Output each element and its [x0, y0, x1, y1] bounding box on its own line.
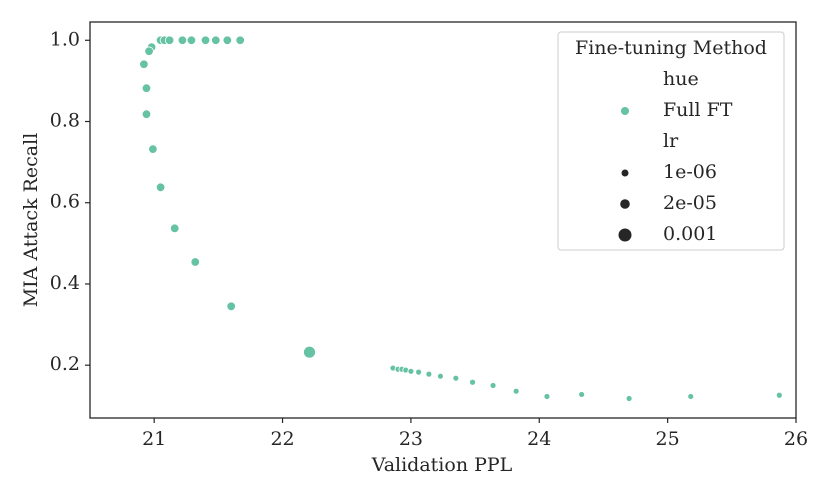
x-tick-label: 22: [270, 428, 294, 450]
legend-subtitle: hue: [663, 68, 699, 90]
point: [489, 382, 497, 389]
y-tick-label: 1.0: [50, 28, 80, 50]
y-tick-label: 0.2: [50, 353, 80, 375]
legend-size-marker: [618, 228, 632, 242]
point: [186, 35, 197, 45]
point: [625, 395, 633, 402]
point: [177, 35, 188, 45]
point: [139, 59, 149, 69]
point: [190, 257, 200, 267]
x-tick-label: 26: [784, 428, 808, 450]
point: [144, 46, 154, 56]
legend-subtitle: lr: [663, 130, 679, 152]
y-axis-label: MIA Attack Recall: [20, 133, 42, 308]
legend-title: Fine-tuning Method: [575, 37, 767, 59]
point: [170, 223, 180, 234]
point: [141, 83, 152, 93]
legend-marker: [621, 107, 629, 115]
point: [687, 393, 695, 400]
point: [425, 370, 433, 378]
plot-frame: [89, 21, 797, 419]
point: [303, 345, 316, 359]
y-tick-label: 0.8: [50, 110, 80, 132]
x-tick-label: 21: [142, 428, 166, 450]
point: [437, 372, 444, 380]
point: [775, 391, 783, 399]
point: [141, 109, 152, 119]
point: [578, 391, 586, 398]
point: [469, 378, 476, 386]
point: [452, 374, 460, 382]
point: [200, 35, 211, 45]
y-tick-label: 0.6: [50, 191, 80, 213]
point: [211, 35, 221, 45]
point: [155, 182, 166, 193]
x-axis-label: Validation PPL: [371, 454, 513, 476]
legend-box: [557, 31, 785, 251]
legend-label: 2e-05: [663, 192, 717, 214]
legend-label: 1e-06: [663, 161, 717, 183]
legend-label: 0.001: [663, 223, 717, 245]
point: [512, 387, 520, 395]
point: [164, 35, 175, 45]
point: [407, 367, 415, 375]
point: [222, 35, 233, 45]
point: [226, 301, 236, 312]
x-tick-label: 25: [656, 428, 680, 450]
x-tick-label: 23: [399, 428, 423, 450]
point: [543, 393, 551, 400]
legend-label: Full FT: [663, 99, 733, 121]
point: [415, 368, 423, 376]
x-tick-label: 24: [527, 428, 551, 450]
point: [235, 35, 245, 45]
point: [148, 144, 158, 154]
y-tick-label: 0.4: [50, 272, 80, 294]
legend-size-marker: [620, 199, 630, 209]
legend-size-marker: [621, 169, 629, 177]
